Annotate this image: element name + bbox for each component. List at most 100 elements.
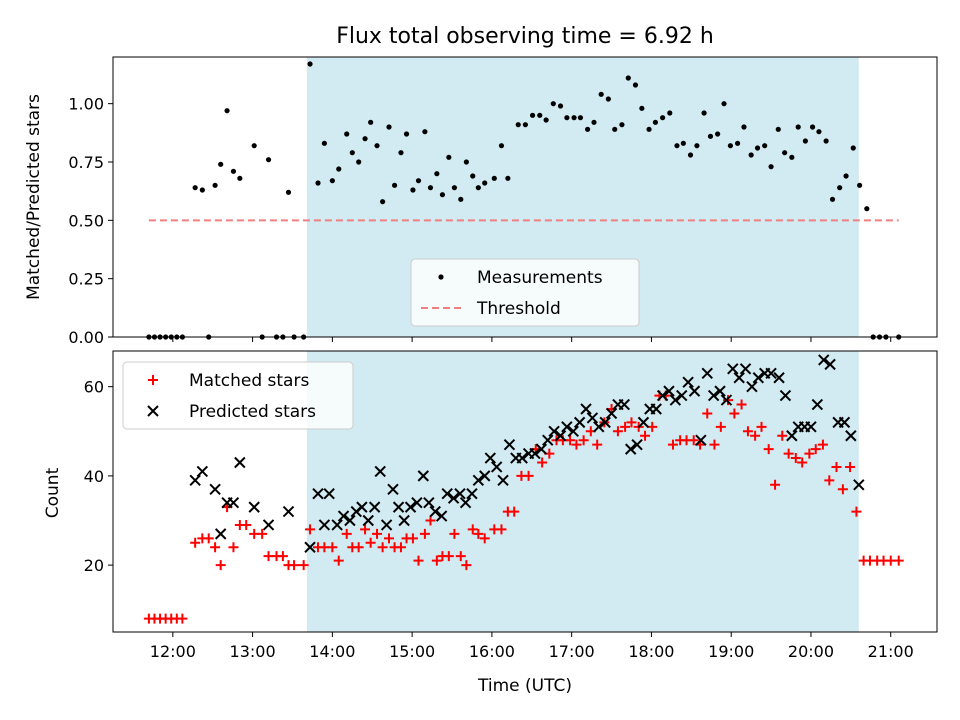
top-data-point xyxy=(529,112,536,118)
bottom-data-point xyxy=(189,474,201,487)
bottom-data-point xyxy=(688,385,701,397)
top-data-point xyxy=(585,126,591,132)
bottom-data-point xyxy=(811,398,824,411)
bottom-data-point xyxy=(535,443,548,455)
bottom-data-point xyxy=(727,363,739,375)
bottom-data-point xyxy=(374,465,386,478)
bottom-data-point xyxy=(805,421,817,433)
top-data-point xyxy=(707,133,714,139)
top-data-point xyxy=(809,124,816,130)
bottom-data-point xyxy=(620,421,631,432)
top-data-point xyxy=(458,196,464,202)
bottom-data-point xyxy=(323,488,335,500)
top-data-point xyxy=(680,140,686,146)
bottom-data-point xyxy=(763,444,774,455)
top-data-point xyxy=(362,136,368,142)
bottom-x-tick-label: 16:00 xyxy=(469,642,515,661)
top-data-point xyxy=(230,168,237,174)
bottom-data-point xyxy=(750,430,761,441)
top-data-point xyxy=(446,154,452,160)
top-data-point xyxy=(727,143,734,149)
bottom-data-point xyxy=(773,372,785,384)
bottom-data-point xyxy=(454,488,466,500)
bottom-data-point xyxy=(337,510,350,522)
legend-marker-swatch xyxy=(438,274,444,280)
bottom-data-point xyxy=(729,408,740,419)
bottom-data-point xyxy=(411,496,423,509)
bottom-data-point xyxy=(765,367,777,380)
bottom-data-point xyxy=(404,501,417,513)
bottom-data-point xyxy=(845,430,857,442)
bottom-data-point xyxy=(818,354,830,366)
top-data-point xyxy=(789,154,795,160)
bottom-data-point xyxy=(523,470,534,481)
bottom-data-point xyxy=(479,533,490,544)
bottom-data-point xyxy=(650,403,662,415)
bottom-data-point xyxy=(516,452,528,464)
bottom-data-point xyxy=(234,456,246,469)
bottom-data-point xyxy=(618,398,631,411)
bottom-data-point xyxy=(383,533,394,544)
top-data-point xyxy=(734,140,741,146)
bottom-data-point xyxy=(466,488,478,500)
bottom-data-point xyxy=(790,453,801,464)
top-data-point xyxy=(715,131,721,137)
top-y-axis-label: Matched/Predicted stars xyxy=(24,94,44,300)
bottom-data-point xyxy=(824,475,835,486)
bottom-data-point xyxy=(210,542,221,553)
bottom-data-point xyxy=(459,496,472,509)
bottom-data-point xyxy=(380,519,393,531)
bottom-x-tick-label: 17:00 xyxy=(549,642,595,661)
bottom-data-point xyxy=(656,389,669,402)
legend-marker-swatch xyxy=(148,375,158,385)
top-y-tick-label: 0.50 xyxy=(68,211,104,230)
bottom-data-point xyxy=(331,519,343,531)
top-data-point xyxy=(564,115,570,121)
top-data-point xyxy=(251,143,257,149)
top-data-point xyxy=(659,115,666,121)
top-data-point xyxy=(864,206,870,212)
bottom-data-point xyxy=(407,533,418,544)
bottom-data-point xyxy=(682,376,694,388)
top-data-point xyxy=(398,150,404,156)
bottom-data-point xyxy=(707,389,720,402)
top-data-point xyxy=(829,196,836,202)
top-y-tick-label: 0.75 xyxy=(68,153,104,172)
bottom-x-tick-label: 19:00 xyxy=(708,642,754,661)
bottom-data-point xyxy=(461,560,472,571)
bottom-data-point xyxy=(715,421,726,432)
bottom-data-point xyxy=(797,457,808,468)
top-data-point xyxy=(505,175,511,181)
top-data-point xyxy=(591,119,597,125)
bottom-data-point xyxy=(503,438,516,451)
top-data-point xyxy=(515,122,521,128)
top-data-point xyxy=(224,108,230,114)
bottom-data-point xyxy=(720,394,733,406)
bottom-data-point xyxy=(473,528,484,539)
bottom-data-point xyxy=(845,461,856,472)
bottom-data-point xyxy=(709,439,720,450)
top-data-point xyxy=(543,117,549,123)
bottom-data-point xyxy=(333,555,344,566)
bottom-data-point xyxy=(318,519,331,531)
bottom-x-tick-label: 13:00 xyxy=(230,642,276,661)
bottom-data-point xyxy=(578,435,589,446)
bottom-data-point xyxy=(241,519,252,530)
top-axes-frame xyxy=(112,56,938,338)
top-data-point xyxy=(550,101,556,107)
top-data-point xyxy=(212,182,218,188)
bottom-data-point xyxy=(392,501,405,513)
bottom-data-point xyxy=(262,519,275,531)
bottom-data-point xyxy=(837,484,848,495)
bottom-shaded-region xyxy=(306,351,859,632)
top-data-point xyxy=(368,119,374,125)
top-data-point xyxy=(782,150,788,156)
bottom-data-point xyxy=(327,542,338,553)
bottom-data-point xyxy=(567,425,579,437)
bottom-data-point xyxy=(640,430,651,441)
bottom-data-point xyxy=(455,551,466,562)
bottom-plot: 20 40 60 12:00 13:00 14:00 15:00 16:00 17:00 18:0… xyxy=(84,350,938,661)
top-data-point xyxy=(237,175,243,181)
bottom-data-point xyxy=(529,447,541,460)
bottom-data-point xyxy=(214,528,227,540)
